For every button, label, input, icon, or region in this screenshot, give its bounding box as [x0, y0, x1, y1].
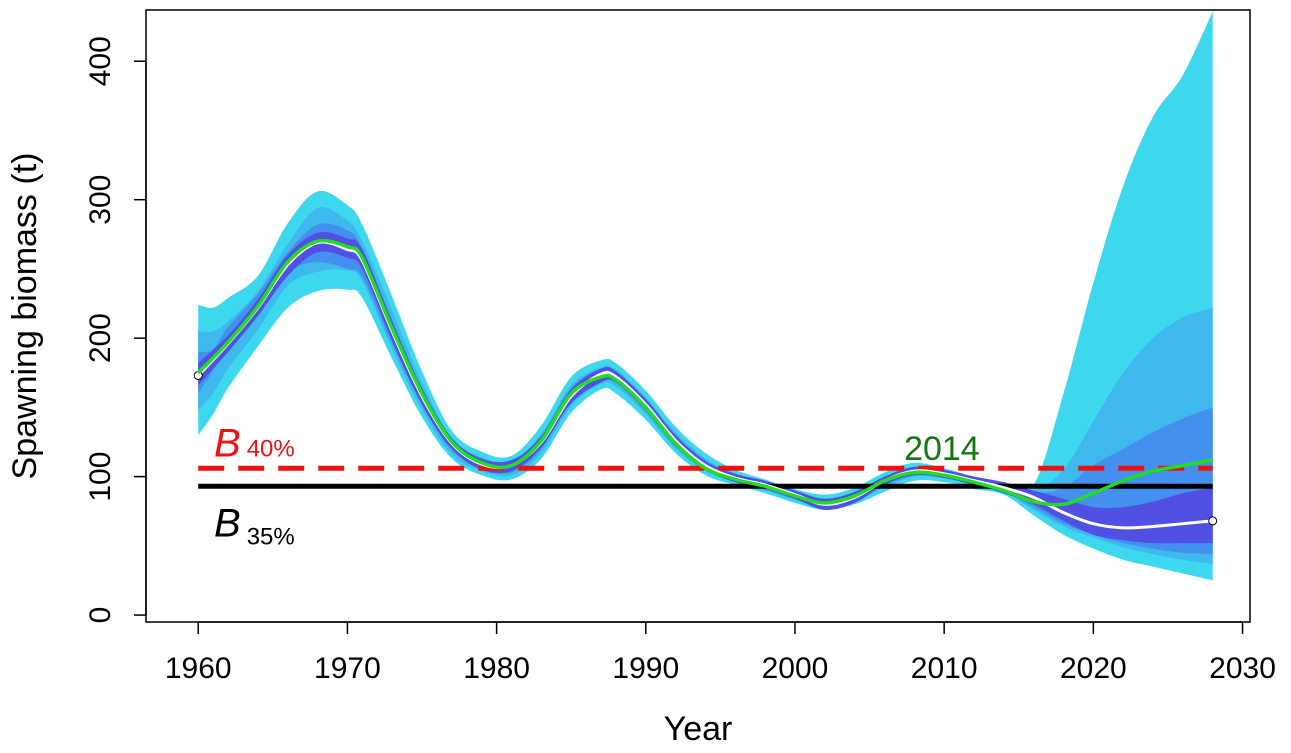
band-core [198, 232, 1213, 544]
x-tick-label-1990: 1990 [612, 652, 679, 685]
y-axis-title: Spawning biomass (t) [6, 153, 44, 480]
x-tick-label-1980: 1980 [463, 652, 530, 685]
x-tick-label-1960: 1960 [165, 652, 232, 685]
x-axis: 1960 1970 1980 1990 2000 2010 2020 2030 [165, 621, 1276, 685]
x-axis-title: Year [664, 710, 733, 748]
y-axis: 0 100 200 300 400 [84, 36, 147, 624]
x-tick-label-2030: 2030 [1209, 652, 1276, 685]
b35-label: B 35% [214, 501, 295, 550]
reference-lines [198, 465, 1213, 489]
y-tick-label-100: 100 [84, 452, 117, 502]
retrospective-line [196, 238, 1214, 507]
y-tick-label-400: 400 [84, 36, 117, 86]
biomass-series [193, 238, 1218, 530]
x-tick-label-1970: 1970 [314, 652, 381, 685]
reference-labels: B 40% B 35% 2014 [214, 421, 980, 550]
b40-label: B 40% [214, 421, 295, 465]
x-tick-label-2000: 2000 [762, 652, 829, 685]
y-tick-label-0: 0 [84, 607, 117, 624]
y-tick-label-200: 200 [84, 313, 117, 363]
y-tick-label-300: 300 [84, 175, 117, 225]
median-end-point [1208, 516, 1218, 526]
x-tick-label-2020: 2020 [1060, 652, 1127, 685]
annotation-2014: 2014 [904, 430, 980, 468]
x-tick-label-2010: 2010 [911, 652, 978, 685]
